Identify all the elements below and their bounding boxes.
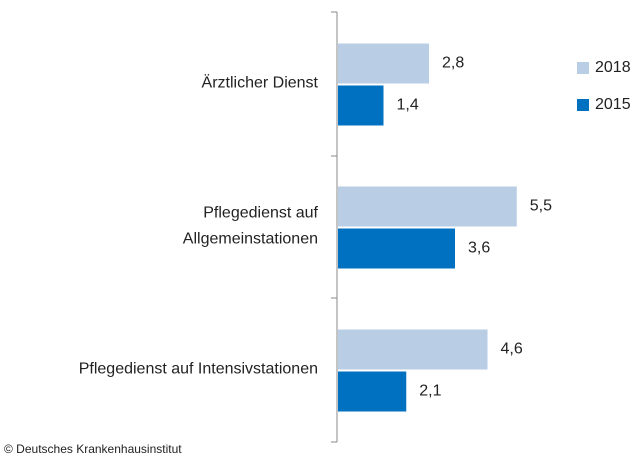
value-label: 3,6 <box>468 240 490 257</box>
value-label: 2,1 <box>419 383 441 400</box>
value-label: 1,4 <box>397 97 419 114</box>
value-label: 5,5 <box>530 198 552 215</box>
bar <box>338 371 407 412</box>
category-label: Ärztlicher Dienst <box>202 74 319 92</box>
value-label: 2,8 <box>442 55 464 72</box>
legend-label: 2018 <box>595 59 631 76</box>
axis <box>331 11 338 443</box>
category-label: Pflegedienst auf Intensivstationen <box>79 361 318 378</box>
category-label: Pflegedienst auf Allgemeinstationen <box>183 205 319 248</box>
bar <box>338 186 517 227</box>
legend-swatch <box>577 99 589 111</box>
bar <box>338 43 429 84</box>
bar <box>338 329 488 370</box>
legend-swatch <box>577 62 589 74</box>
bar <box>338 85 384 126</box>
legend-label: 2015 <box>595 96 631 113</box>
bar <box>338 228 455 269</box>
value-label: 4,6 <box>501 341 523 358</box>
source: © Deutsches Krankenhausinstitut <box>4 442 182 456</box>
